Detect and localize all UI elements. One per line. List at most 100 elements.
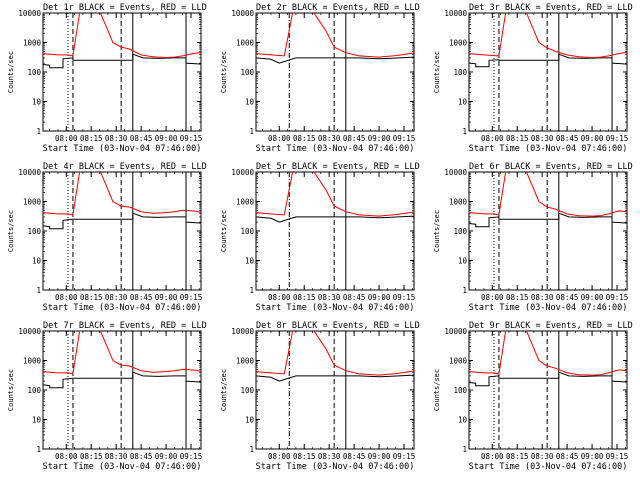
- y-tick-label: 1: [36, 445, 41, 454]
- y-tick-label: 100: [453, 68, 467, 77]
- chart-panel-3: Det 3r BLACK = Events, RED = LLD 1 10 100 10…: [433, 3, 633, 154]
- x-tick-label: 08:45: [556, 134, 579, 143]
- x-tick-label: 08:30: [105, 293, 128, 302]
- chart-title: Det 7r BLACK = Events, RED = LLD: [43, 321, 207, 331]
- x-tick-label: 09:15: [393, 134, 416, 143]
- y-axis-label: Counts/sec: [7, 210, 15, 252]
- series-group: [256, 13, 414, 64]
- series-line-events: [256, 215, 414, 223]
- series-group: [469, 13, 627, 68]
- y-tick-label: 10000: [18, 168, 41, 177]
- series-group: [43, 13, 201, 69]
- y-tick-label: 10: [32, 98, 42, 107]
- y-tick-label: 10: [458, 98, 468, 107]
- chart-panel-2: Det 2r BLACK = Events, RED = LLD 1 10 100 10…: [220, 3, 420, 154]
- y-tick-label: 1: [249, 286, 254, 295]
- x-tick-label: 08:30: [318, 452, 341, 461]
- chart-title: Det 1r BLACK = Events, RED = LLD: [43, 3, 207, 13]
- x-tick-label: 08:15: [80, 452, 103, 461]
- chart-panel-6: Det 6r BLACK = Events, RED = LLD 1 10 100 10…: [433, 162, 633, 313]
- x-tick-label: 08:15: [293, 134, 316, 143]
- y-tick-label: 100: [240, 227, 254, 236]
- x-tick-label: 09:15: [606, 134, 629, 143]
- series-line-lld: [469, 13, 627, 59]
- chart-title: Det 5r BLACK = Events, RED = LLD: [256, 162, 420, 172]
- x-tick-label: 08:45: [343, 293, 366, 302]
- chart-panel-5: Det 5r BLACK = Events, RED = LLD 1 10 100 10…: [220, 162, 420, 313]
- y-tick-label: 1000: [23, 198, 42, 207]
- x-tick-label: 09:15: [393, 293, 416, 302]
- x-axis-label: Start Time (03-Nov-04 07:46:00): [469, 462, 628, 472]
- x-axis-label: Start Time (03-Nov-04 07:46:00): [256, 303, 415, 313]
- series-line-lld: [469, 331, 627, 376]
- x-tick-label: 09:15: [180, 452, 203, 461]
- y-tick-label: 10: [32, 416, 42, 425]
- y-tick-label: 100: [240, 386, 254, 395]
- plot-frame: [468, 171, 628, 291]
- x-tick-label: 08:15: [506, 452, 529, 461]
- y-tick-label: 10: [458, 416, 468, 425]
- plot-frame: [42, 330, 202, 450]
- x-tick-label: 08:30: [105, 452, 128, 461]
- x-tick-label: 09:15: [393, 452, 416, 461]
- chart-title: Det 3r BLACK = Events, RED = LLD: [469, 3, 633, 13]
- series-line-events: [43, 371, 201, 389]
- x-tick-label: 08:30: [105, 134, 128, 143]
- chart-title: Det 4r BLACK = Events, RED = LLD: [43, 162, 207, 172]
- x-tick-label: 09:00: [368, 293, 391, 302]
- y-tick-label: 1000: [23, 357, 42, 366]
- y-tick-label: 100: [27, 68, 41, 77]
- y-axis-label: Counts/sec: [7, 369, 15, 411]
- x-axis-label: Start Time (03-Nov-04 07:46:00): [43, 303, 202, 313]
- series-group: [469, 172, 627, 228]
- y-tick-label: 10: [245, 98, 255, 107]
- x-tick-label: 08:00: [481, 134, 504, 143]
- x-axis-label: Start Time (03-Nov-04 07:46:00): [469, 303, 628, 313]
- y-tick-label: 100: [27, 386, 41, 395]
- series-line-events: [256, 56, 414, 64]
- x-tick-label: 08:00: [268, 134, 291, 143]
- x-tick-label: 09:00: [581, 134, 604, 143]
- x-tick-label: 08:15: [80, 293, 103, 302]
- y-tick-label: 10000: [231, 327, 254, 336]
- y-axis-label: Counts/sec: [433, 210, 441, 252]
- x-tick-label: 08:00: [268, 452, 291, 461]
- series-group: [256, 172, 414, 223]
- chart-panel-9: Det 9r BLACK = Events, RED = LLD 1 10 100 10…: [433, 321, 633, 472]
- x-tick-label: 09:00: [368, 452, 391, 461]
- y-tick-label: 1000: [23, 39, 42, 48]
- chart-title: Det 2r BLACK = Events, RED = LLD: [256, 3, 420, 13]
- x-tick-label: 08:30: [318, 134, 341, 143]
- y-tick-label: 1000: [236, 39, 255, 48]
- x-tick-label: 09:15: [606, 452, 629, 461]
- x-tick-label: 08:30: [531, 293, 554, 302]
- x-tick-label: 08:45: [556, 452, 579, 461]
- series-group: [469, 331, 627, 387]
- x-tick-label: 08:00: [55, 452, 78, 461]
- series-line-lld: [43, 172, 201, 216]
- y-axis-label: Counts/sec: [220, 210, 228, 252]
- y-tick-label: 10: [245, 416, 255, 425]
- chart-panel-1: Det 1r BLACK = Events, RED = LLD 1 10 100 10…: [7, 3, 207, 154]
- y-tick-label: 10000: [444, 327, 467, 336]
- chart-title: Det 8r BLACK = Events, RED = LLD: [256, 321, 420, 331]
- series-line-lld: [256, 13, 414, 58]
- series-line-events: [43, 53, 201, 69]
- x-tick-label: 09:15: [180, 293, 203, 302]
- x-tick-label: 08:30: [531, 452, 554, 461]
- x-tick-label: 09:15: [180, 134, 203, 143]
- y-tick-label: 1: [36, 127, 41, 136]
- x-tick-label: 08:45: [343, 452, 366, 461]
- y-tick-label: 1000: [449, 357, 468, 366]
- y-axis-label: Counts/sec: [433, 369, 441, 411]
- y-tick-label: 100: [453, 227, 467, 236]
- series-line-events: [43, 212, 201, 230]
- x-axis-label: Start Time (03-Nov-04 07:46:00): [469, 144, 628, 154]
- x-tick-label: 08:00: [55, 134, 78, 143]
- series-group: [43, 172, 201, 230]
- x-tick-label: 09:00: [155, 293, 178, 302]
- series-line-events: [469, 371, 627, 387]
- x-axis-label: Start Time (03-Nov-04 07:46:00): [43, 144, 202, 154]
- chart-title: Det 6r BLACK = Events, RED = LLD: [469, 162, 633, 172]
- y-tick-label: 1000: [236, 357, 255, 366]
